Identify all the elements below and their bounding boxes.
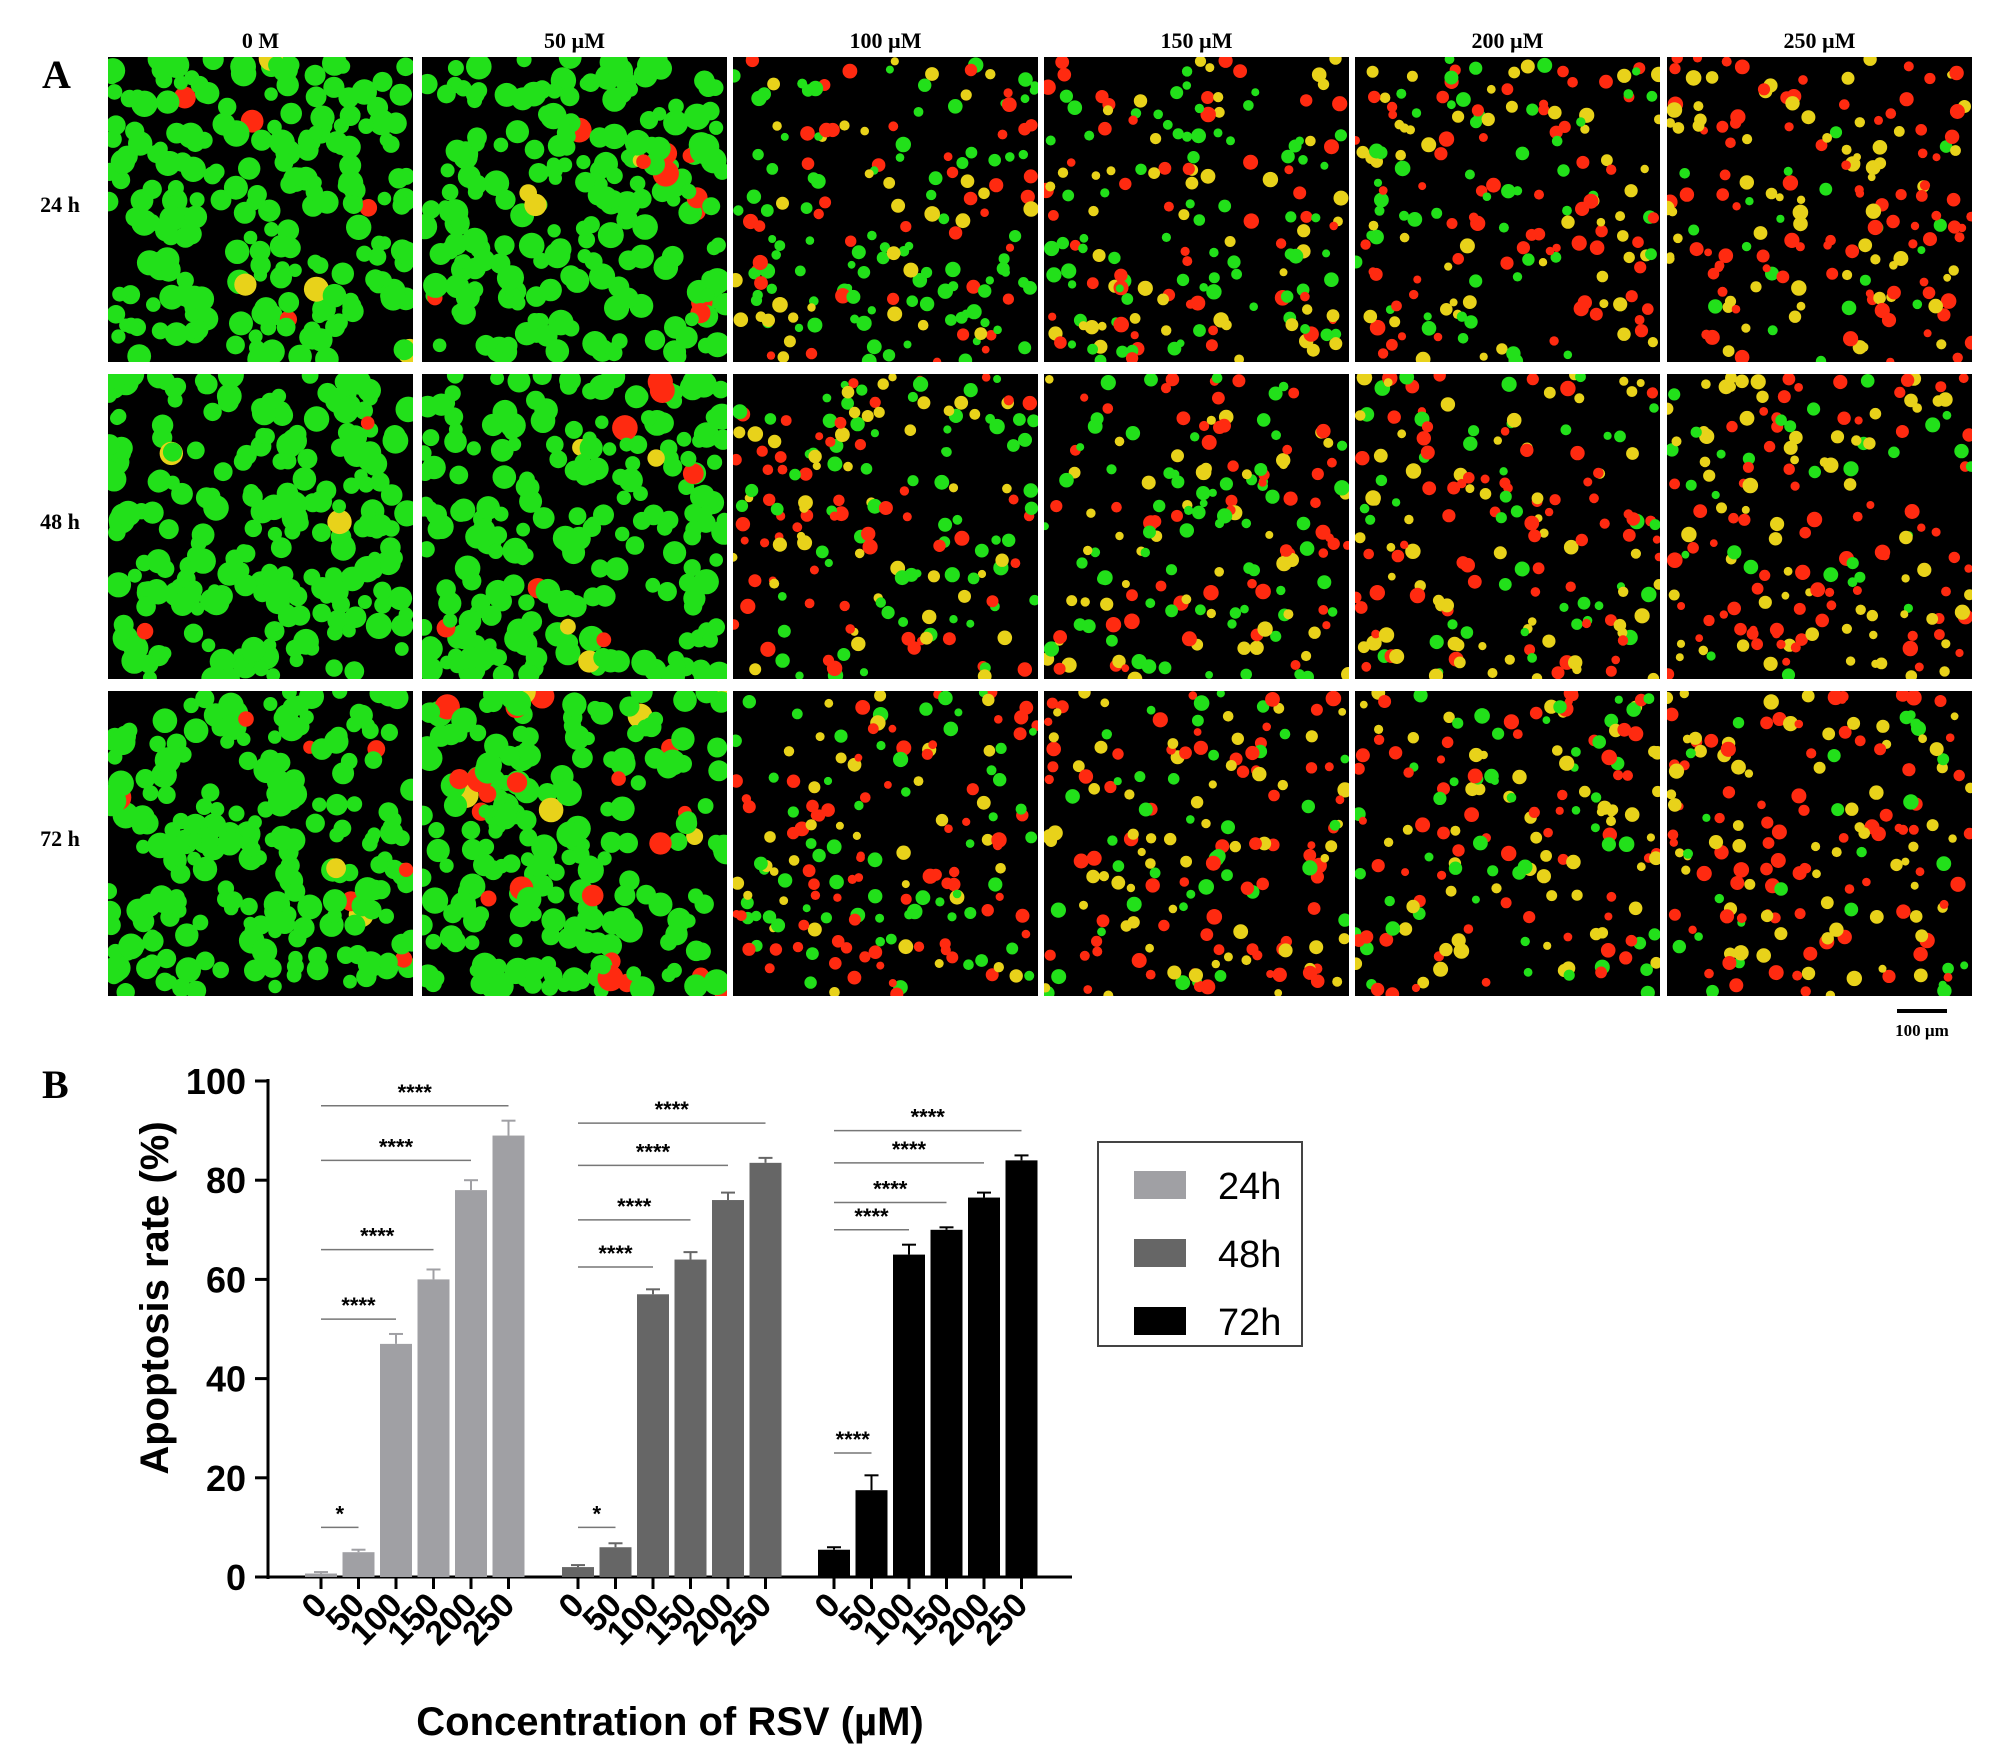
legend-swatch — [1134, 1171, 1186, 1199]
micrograph-1-2 — [422, 57, 727, 362]
significance-label: **** — [892, 1137, 927, 1162]
micrograph-2-5 — [1355, 374, 1660, 679]
bar — [380, 1343, 412, 1577]
bar — [930, 1229, 963, 1577]
y-tick-label: 60 — [206, 1259, 246, 1300]
y-axis-label: Apoptosis rate (%) — [133, 1121, 177, 1474]
micrograph-3-1 — [108, 691, 413, 996]
y-axis: 0 20 40 60 80 100 — [186, 1061, 270, 1598]
legend-label: 48h — [1218, 1234, 1281, 1276]
bar — [562, 1567, 594, 1577]
y-tick-label: 20 — [206, 1458, 246, 1499]
column-label: 150 µM — [1161, 28, 1233, 53]
legend-label: 24h — [1218, 1166, 1281, 1208]
micrograph-2-6 — [1667, 374, 1972, 679]
significance-label: **** — [598, 1241, 633, 1266]
significance-label: **** — [379, 1134, 414, 1159]
bars — [305, 1119, 1038, 1577]
column-labels: 0 M 50 µM 100 µM 150 µM 200 µM 250 µM — [242, 28, 1856, 53]
bar — [305, 1573, 337, 1577]
significance-label: * — [335, 1501, 344, 1526]
panel-a-micrographs: A 0 M 50 µM 100 µM 150 µM 200 µM 250 µM 24 h 4… — [40, 28, 1972, 1040]
bar — [637, 1294, 669, 1577]
significance-label: **** — [854, 1204, 889, 1229]
y-tick-label: 0 — [226, 1557, 246, 1598]
significance-label: **** — [655, 1097, 690, 1122]
legend-swatch — [1134, 1239, 1186, 1267]
micrograph-2-3 — [733, 374, 1038, 679]
bar — [417, 1279, 450, 1577]
micrograph-1-6 — [1667, 57, 1972, 362]
micrograph-1-4 — [1044, 57, 1349, 362]
y-tick-label: 80 — [206, 1160, 246, 1201]
column-label: 250 µM — [1784, 28, 1856, 53]
x-axis-label: Concentration of RSV (µM) — [416, 1700, 923, 1744]
bar — [455, 1190, 487, 1577]
bar — [893, 1254, 925, 1577]
bar — [492, 1135, 525, 1577]
micrograph-3-5 — [1355, 691, 1660, 996]
row-label: 72 h — [40, 826, 80, 851]
micrograph-1-1 — [108, 57, 413, 362]
micrograph-3-6 — [1667, 691, 1972, 996]
bar — [674, 1259, 707, 1577]
column-label: 50 µM — [544, 28, 605, 53]
significance-label: **** — [398, 1080, 433, 1105]
significance-label: **** — [873, 1177, 908, 1202]
bar — [855, 1490, 888, 1577]
significance-label: * — [592, 1501, 601, 1526]
significance-annotations: ****************************************… — [321, 1080, 1022, 1529]
micrograph-2-1 — [108, 374, 413, 679]
significance-label: **** — [341, 1293, 376, 1318]
bar — [599, 1547, 632, 1577]
bar — [712, 1200, 744, 1577]
row-label: 24 h — [40, 192, 80, 217]
legend-box — [1097, 1141, 1303, 1347]
y-tick-label: 40 — [206, 1359, 246, 1400]
column-label: 200 µM — [1472, 28, 1544, 53]
legend: 24h 48h 72h — [1097, 1141, 1303, 1347]
micrograph-2-4 — [1044, 374, 1349, 679]
micrograph-grid — [108, 57, 1972, 996]
bar — [342, 1552, 375, 1577]
bar — [1005, 1160, 1038, 1577]
row-labels: 24 h 48 h 72 h — [40, 192, 80, 851]
y-tick-label: 100 — [186, 1061, 246, 1102]
significance-label: **** — [636, 1139, 671, 1164]
micrograph-1-5 — [1355, 57, 1660, 362]
bar — [818, 1549, 850, 1577]
legend-label: 72h — [1218, 1302, 1281, 1344]
panel-b-letter: B — [42, 1062, 69, 1107]
row-label: 48 h — [40, 509, 80, 534]
legend-swatch — [1134, 1307, 1186, 1335]
significance-label: **** — [360, 1224, 395, 1249]
column-label: 0 M — [242, 28, 280, 53]
column-label: 100 µM — [850, 28, 922, 53]
bar — [968, 1197, 1000, 1577]
micrograph-3-2 — [422, 691, 727, 996]
significance-label: **** — [836, 1427, 871, 1452]
micrograph-3-3 — [733, 691, 1038, 996]
significance-label: **** — [617, 1194, 652, 1219]
micrograph-3-4 — [1044, 691, 1349, 996]
significance-label: **** — [911, 1105, 946, 1130]
scale-bar-label: 100 µm — [1895, 1021, 1949, 1040]
bar — [749, 1162, 782, 1577]
micrograph-2-2 — [422, 374, 727, 679]
panel-a-letter: A — [42, 52, 71, 97]
micrograph-1-3 — [733, 57, 1038, 362]
